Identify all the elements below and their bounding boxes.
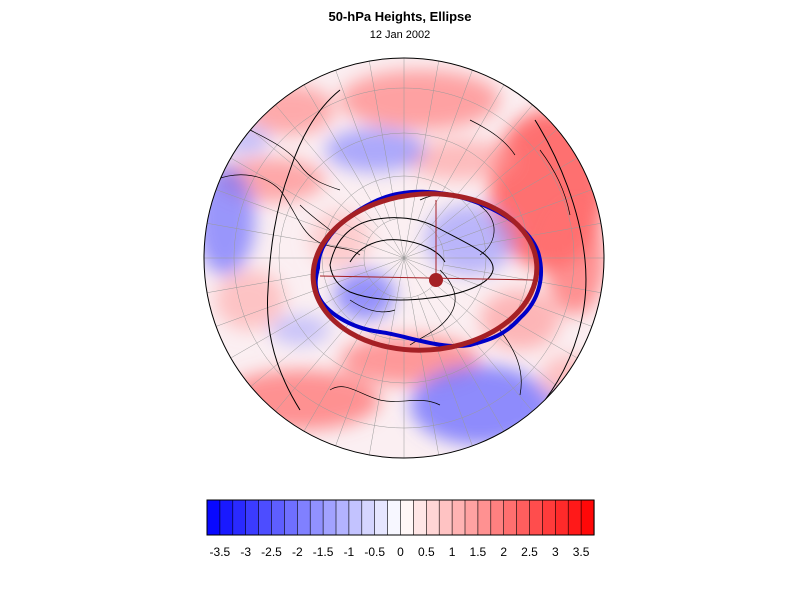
colorbar-cell (464, 499, 479, 536)
colorbar-tick-label: 3.5 (573, 545, 590, 559)
height-contours (267, 89, 587, 411)
colorbar-tick-labels: -3.5 -3 -2.5 -2 -1.5 -1 -0.5 0 0.5 1 1.5 2 2.5 3 3.5 (210, 545, 590, 559)
meridian-line (403, 129, 558, 259)
colorbar-cell (219, 499, 234, 536)
colorbar-tick-label: 3 (552, 545, 559, 559)
colorbar-tick-label: 2 (500, 545, 507, 559)
colorbar-cell (425, 499, 440, 536)
colorbar-cell (361, 499, 376, 536)
colorbar-cell (322, 499, 337, 536)
meridian-line (403, 257, 439, 456)
meridian-line (303, 257, 405, 432)
anomaly-field (204, 58, 604, 458)
meridian-line (206, 223, 365, 252)
colorbar-cell (296, 499, 311, 536)
chart-subtitle: 12 Jan 2002 (369, 29, 431, 41)
colorbar-tick-label: -1 (344, 545, 355, 559)
colorbar-cell (516, 499, 531, 536)
meridian-line (335, 295, 391, 447)
meridian-line (250, 129, 405, 259)
ellipse-centroid (429, 273, 443, 287)
colorbar-cell (529, 499, 543, 536)
colorbar-cell (258, 499, 273, 536)
meridian-line (303, 84, 405, 259)
colorbar-cell (580, 499, 595, 536)
colorbar-cell (477, 499, 492, 536)
colorbar-cell (348, 499, 363, 536)
colorbar-cell (206, 499, 221, 536)
colorbar-cell (554, 499, 569, 536)
polar-map (203, 57, 605, 459)
colorbar-cell (567, 499, 582, 536)
meridian-line (250, 257, 405, 387)
colorbar-cell (503, 499, 518, 536)
colorbar-tick-label: -0.5 (364, 545, 385, 559)
ellipse-major-axis (319, 275, 536, 281)
colorbar-cell (232, 499, 247, 536)
colorbar-cell (387, 499, 402, 536)
globe-outline (203, 57, 605, 459)
chart-title: 50-hPa Heights, Ellipse (328, 9, 472, 24)
meridian-line (417, 295, 473, 447)
graticule (204, 58, 604, 458)
colorbar-tick-label: -3.5 (210, 545, 231, 559)
colorbar-cells (206, 499, 595, 536)
meridian-line (438, 277, 578, 359)
meridian-line (403, 60, 439, 259)
colorbar-cell (542, 499, 556, 536)
colorbar-cell (374, 499, 389, 536)
colorbar-cell (413, 499, 427, 536)
meridian-line (443, 223, 602, 252)
colorbar-tick-label: -1.5 (313, 545, 334, 559)
colorbar-tick-label: -2.5 (261, 545, 282, 559)
meridian-line (429, 288, 533, 412)
colorbar-cell (245, 499, 260, 536)
meridian-line (206, 264, 365, 293)
colorbar-tick-label: 2.5 (521, 545, 538, 559)
meridian-line (335, 69, 391, 221)
colorbar-cell (335, 499, 350, 536)
colorbar-tick-label: 1.5 (470, 545, 487, 559)
meridian-line (215, 257, 405, 327)
colorbar-frame (206, 499, 595, 536)
meridian-line (369, 257, 405, 456)
meridian-line (369, 60, 405, 259)
colorbar-cell (309, 499, 324, 536)
meridian-line (230, 277, 370, 359)
colorbar-tick-label: 0 (397, 545, 404, 559)
colorbar-tick-label: 0.5 (418, 545, 435, 559)
meridian-line (230, 157, 370, 239)
meridian-line (275, 288, 379, 412)
fitted-ellipse (310, 191, 540, 353)
colorbar-tick-label: -3 (240, 545, 251, 559)
colorbar-cell (271, 499, 285, 536)
colorbar-cell (400, 499, 414, 536)
meridian-line (403, 84, 505, 259)
meridian-line (215, 189, 405, 259)
meridian-line (403, 257, 593, 327)
colorbar-cell (451, 499, 466, 536)
meridian-line (403, 189, 593, 259)
vortex-edge-contour (313, 189, 543, 348)
meridian-line (429, 104, 533, 228)
colorbar-cell (284, 499, 298, 536)
colorbar-tick-label: 1 (449, 545, 456, 559)
colorbar-cell (438, 499, 453, 536)
colorbar-cell (490, 499, 505, 536)
meridian-line (443, 264, 602, 293)
colorbar-tick-label: -2 (292, 545, 303, 559)
